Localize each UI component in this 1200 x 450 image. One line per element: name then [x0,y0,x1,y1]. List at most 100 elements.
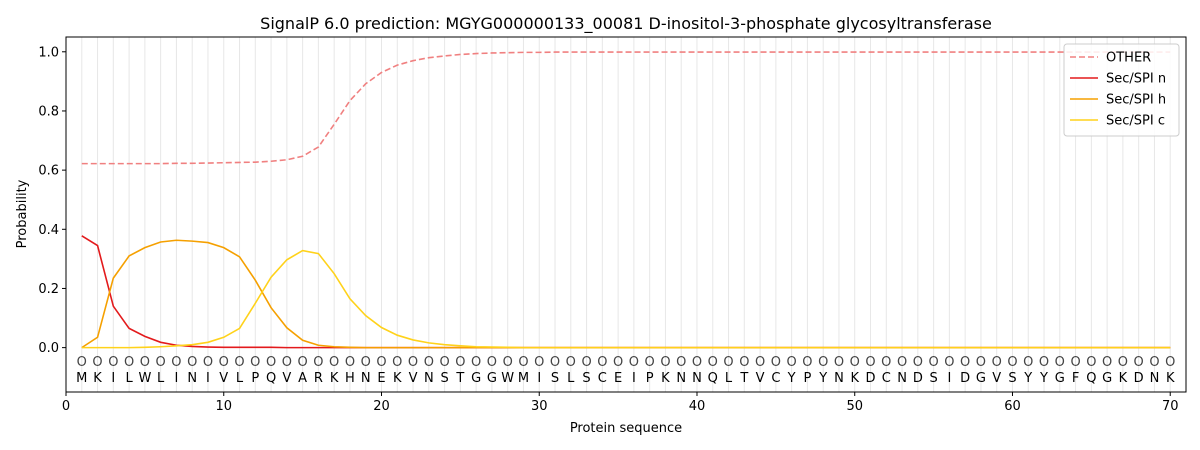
y-tick-label: 0.2 [38,282,59,297]
residue-label: K [1166,371,1175,386]
residue-label: E [614,371,622,386]
residue-label: I [947,371,951,386]
residue-label: D [865,371,875,386]
predicted-label: O [77,355,87,370]
residue-label: V [219,371,228,386]
legend-label: Sec/SPI c [1106,114,1165,129]
plot-frame [65,36,1187,393]
x-tick-label: 50 [846,399,863,414]
residue-label: D [913,371,923,386]
x-tick-label: 0 [62,399,70,414]
predicted-label: O [156,355,166,370]
series-lines [81,51,1171,349]
predicted-label: O [392,355,402,370]
predicted-label: O [566,355,576,370]
predicted-label: O [219,355,229,370]
predicted-label: O [897,355,907,370]
predicted-label: O [92,355,102,370]
predicted-label: O [1039,355,1049,370]
predicted-label: O [361,355,371,370]
residue-label: D [1134,371,1144,386]
legend-label: OTHER [1106,51,1151,66]
residue-label: K [661,371,670,386]
predicted-label: O [613,355,623,370]
predicted-label: O [787,355,797,370]
residue-label: Q [708,371,718,386]
residue-label: Q [266,371,276,386]
predicted-label: O [881,355,891,370]
predicted-label: O [439,355,449,370]
predicted-label: O [471,355,481,370]
legend-label: Sec/SPI n [1106,72,1166,87]
residue-label: Y [787,371,796,386]
x-axis-ticks: 0 10 20 30 40 50 60 70 [62,392,1178,414]
predicted-label: O [171,355,181,370]
predicted-label: O [234,355,244,370]
predicted-label: O [960,355,970,370]
residue-label: K [850,371,859,386]
predicted-label: O [834,355,844,370]
predicted-label: O [629,355,639,370]
predicted-label: O [108,355,118,370]
predicted-label: O [1086,355,1096,370]
predicted-label: O [771,355,781,370]
residue-label: P [251,371,259,386]
residue-label: V [992,371,1001,386]
predicted-label: O [455,355,465,370]
residue-label: M [518,371,529,386]
residue-label: S [582,371,590,386]
residue-label: N [1150,371,1160,386]
predicted-label: O [1149,355,1159,370]
residue-label: T [739,371,748,386]
predicted-label: O [1055,355,1065,370]
residue-label: Y [818,371,827,386]
residue-label: S [1008,371,1016,386]
predicted-label: O [944,355,954,370]
legend: OTHER Sec/SPI n Sec/SPI h Sec/SPI c [1063,43,1180,137]
residue-label: E [377,371,385,386]
predicted-label: O [739,355,749,370]
residue-label: D [960,371,970,386]
predicted-label: O [1023,355,1033,370]
residue-label: I [175,371,179,386]
residue-label: C [771,371,780,386]
residue-label: N [676,371,686,386]
residue-label: T [455,371,464,386]
predicted-label: O [424,355,434,370]
y-axis-label: Probability [15,179,30,248]
predicted-label: O [818,355,828,370]
predicted-label: O [1134,355,1144,370]
predicted-label: O [581,355,591,370]
predicted-label: O [1070,355,1080,370]
predicted-label: O [645,355,655,370]
residue-label: H [345,371,355,386]
residue-label: S [440,371,448,386]
residue-label: Y [1039,371,1048,386]
predicted-label: O [376,355,386,370]
residue-label: G [471,371,481,386]
series-line-sec-spi-c [81,249,1171,349]
residue-label: M [76,371,87,386]
predicted-label: O [487,355,497,370]
predicted-label: O [660,355,670,370]
predicted-label: O [1118,355,1128,370]
residue-label: C [882,371,891,386]
predicted-label: O [313,355,323,370]
residue-label: L [236,371,244,386]
residue-label: S [551,371,559,386]
residue-label: I [206,371,210,386]
residue-label: G [1055,371,1065,386]
y-axis-ticks: 0.0 0.2 0.4 0.6 0.8 1.0 [38,45,66,356]
predicted-label: O [1165,355,1175,370]
predicted-label: O [723,355,733,370]
predicted-label: O [976,355,986,370]
legend-box [1063,43,1180,137]
x-axis-label: Protein sequence [570,421,682,436]
predicted-label: O [140,355,150,370]
predicted-label: O [992,355,1002,370]
legend-label: Sec/SPI h [1106,93,1166,108]
predicted-label: O [850,355,860,370]
residue-label: G [487,371,497,386]
predicted-label: O [329,355,339,370]
